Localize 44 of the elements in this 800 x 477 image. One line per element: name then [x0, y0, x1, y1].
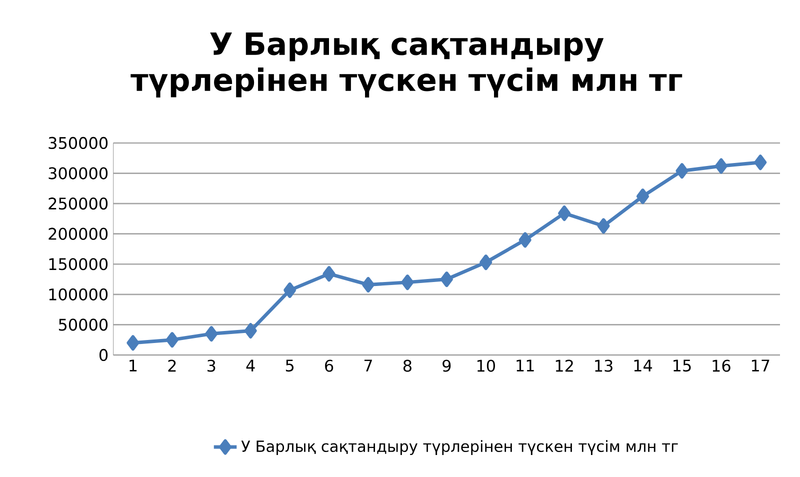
x-tick-label: 4: [246, 360, 255, 372]
point: [440, 272, 453, 288]
point: [558, 206, 571, 221]
point: [754, 154, 767, 170]
point: [205, 326, 218, 342]
point: [480, 254, 492, 270]
point: [244, 323, 257, 338]
y-tick-label: 150000: [49, 258, 108, 270]
y-tick-label: 50000: [58, 318, 108, 331]
point: [322, 266, 336, 282]
x-tick-label: 10: [477, 360, 495, 372]
y-tick-label: 300000: [48, 167, 108, 180]
chart-title: У Барлық сақтандыру түрлерінен түскен түсім млн тг: [130, 32, 682, 98]
point: [362, 276, 374, 292]
y-tick-label: 100000: [49, 288, 108, 300]
y-tick-label: 250000: [48, 198, 108, 210]
y-tick-label: 200000: [48, 228, 108, 240]
legend-label: У Барлық сақтандыру түрлерінен түскен түсім млн тг: [241, 440, 678, 455]
y-tick-label: 0: [99, 348, 108, 362]
point: [676, 163, 688, 179]
x-tick-label: 7: [364, 360, 372, 372]
x-tick-label: 16: [712, 360, 730, 372]
x-tick-label: 3: [208, 360, 216, 372]
x-tick-label: 8: [403, 360, 412, 372]
x-tick-label: 1: [130, 360, 137, 372]
x-tick-label: 2: [168, 360, 176, 372]
point: [714, 158, 728, 174]
point: [166, 332, 178, 348]
x-tick-label: 11: [516, 360, 534, 372]
point: [401, 274, 414, 290]
x-tick-label: 17: [752, 360, 770, 372]
x-tick-label: 5: [286, 360, 294, 372]
y-tick-label: 350000: [48, 136, 108, 150]
x-tick-label: 13: [595, 360, 612, 372]
x-tick-label: 12: [556, 360, 573, 372]
point: [126, 335, 140, 351]
point: [636, 188, 649, 204]
x-tick-label: 6: [325, 360, 334, 372]
x-tick-label: 9: [442, 360, 451, 372]
point: [518, 232, 532, 248]
point: [597, 218, 610, 234]
point: [284, 282, 296, 298]
x-tick-label: 14: [634, 360, 652, 372]
x-tick-label: 15: [674, 360, 691, 372]
